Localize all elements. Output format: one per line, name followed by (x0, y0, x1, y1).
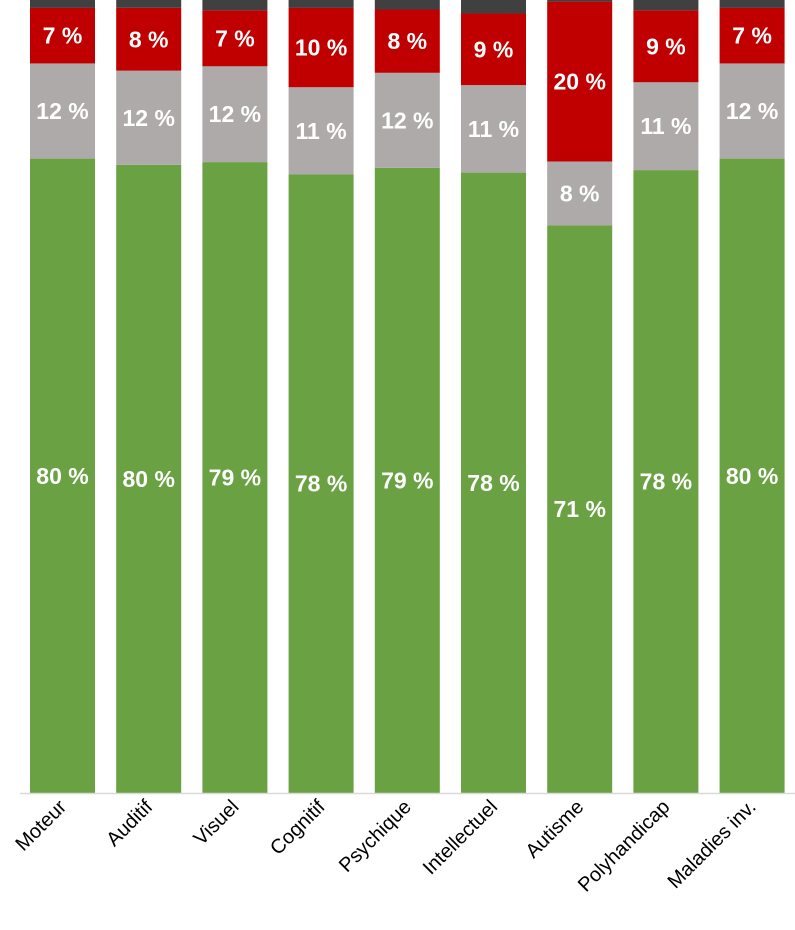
data-label-bg-2-3 (127, 20, 170, 59)
data-label-5-1: 79 % (381, 467, 433, 493)
data-label-4-1: 78 % (295, 471, 347, 497)
data-label-bg-1-1 (35, 456, 90, 495)
x-tick-label-4: Cognitif (266, 796, 330, 860)
data-label-8-3: 9 % (646, 33, 686, 59)
data-label-bg-3-3 (213, 19, 257, 58)
x-axis-labels: Moteur Auditif Visuel Cognitif Psychique Inte… (11, 796, 760, 897)
data-label-1-2: 12 % (36, 98, 88, 124)
data-label-2-2: 12 % (122, 105, 174, 131)
data-label-bg-6-3 (472, 30, 515, 69)
data-label-bg-5-3 (386, 22, 429, 61)
data-label-bg-7-3 (552, 62, 607, 101)
x-tick-label-1: Moteur (11, 796, 71, 856)
x-tick-label-9: Maladies inv. (664, 796, 761, 893)
x-tick-label-3: Visuel (190, 796, 244, 850)
data-label-7-1: 71 % (553, 496, 605, 522)
data-label-bg-3-2 (207, 95, 262, 134)
data-label-bg-4-3 (294, 28, 349, 67)
data-label-bg-9-3 (730, 16, 774, 55)
data-label-9-1: 80 % (726, 463, 778, 489)
data-label-7-3: 20 % (553, 69, 605, 95)
bar-segment-1-4 (30, 0, 95, 8)
data-label-bg-5-1 (380, 461, 435, 500)
x-tick-label-6: Intellectuel (419, 796, 502, 879)
data-label-bg-8-2 (638, 107, 693, 146)
data-label-7-2: 8 % (560, 180, 600, 206)
data-label-bg-7-2 (558, 174, 601, 213)
data-label-bg-8-3 (644, 27, 688, 66)
data-label-bg-1-2 (35, 92, 90, 131)
data-label-bg-4-1 (294, 464, 349, 503)
data-label-4-3: 10 % (295, 35, 347, 61)
data-label-bg-6-1 (466, 463, 521, 502)
data-label-8-1: 78 % (640, 469, 692, 495)
bar-segment-5-4 (374, 0, 440, 10)
bar-segment-9-4 (719, 0, 785, 8)
data-label-9-2: 12 % (726, 98, 778, 124)
data-label-3-2: 12 % (209, 101, 261, 127)
data-label-5-2: 12 % (381, 107, 433, 133)
bars-group: 80 % 12 % 7 % 80 % 12 % 8 % 79 % 12 % 7 % 78 % 11 … (30, 0, 785, 794)
data-label-2-3: 8 % (129, 26, 169, 52)
x-tick-label-2: Auditif (102, 796, 157, 851)
data-label-bg-1-3 (41, 16, 84, 55)
data-label-6-1: 78 % (467, 470, 519, 496)
bar-segment-8-4 (633, 0, 699, 11)
data-label-1-1: 80 % (36, 463, 88, 489)
bar-segment-4-4 (288, 0, 354, 8)
data-label-bg-4-2 (294, 111, 349, 150)
bar-segment-2-4 (116, 0, 182, 8)
data-label-8-2: 11 % (640, 113, 691, 139)
data-label-bg-9-2 (725, 92, 780, 131)
data-label-6-2: 11 % (468, 116, 519, 142)
data-label-4-2: 11 % (296, 118, 347, 144)
data-label-1-3: 7 % (43, 23, 83, 49)
data-label-bg-6-2 (466, 109, 521, 148)
data-label-9-3: 7 % (732, 23, 772, 49)
data-label-2-1: 80 % (122, 466, 174, 492)
bar-segment-7-4 (547, 0, 613, 2)
x-tick-label-5: Psychique (335, 796, 416, 877)
data-label-3-1: 79 % (209, 465, 261, 491)
data-label-bg-2-1 (121, 459, 176, 498)
x-tick-label-8: Polyhandicap (574, 796, 674, 896)
data-label-bg-9-1 (725, 456, 780, 495)
data-label-bg-7-1 (552, 490, 607, 529)
data-label-6-3: 9 % (474, 36, 514, 62)
data-label-bg-2-2 (121, 98, 176, 137)
data-label-bg-5-2 (380, 101, 435, 140)
data-label-3-3: 7 % (215, 25, 255, 51)
bar-segment-6-4 (461, 0, 526, 14)
bar-segment-3-4 (202, 0, 268, 11)
data-label-bg-3-1 (207, 458, 262, 497)
data-label-bg-8-1 (638, 462, 693, 501)
x-tick-label-7: Autisme (522, 796, 589, 863)
data-label-5-3: 8 % (387, 28, 427, 54)
